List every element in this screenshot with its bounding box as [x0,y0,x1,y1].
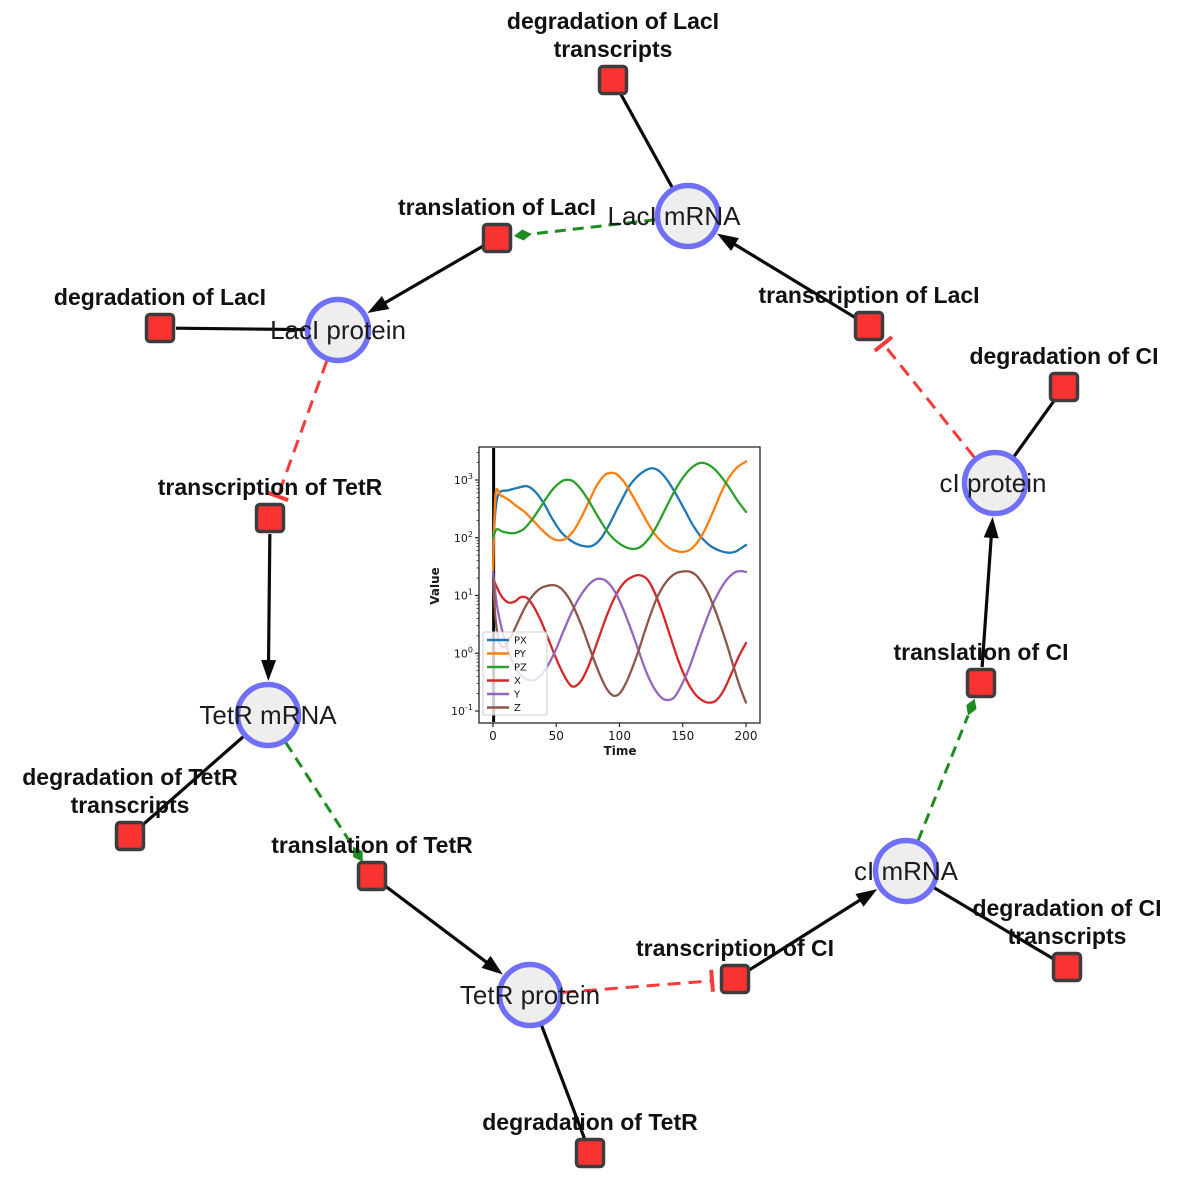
reaction-node-transl_tetr[interactable] [356,860,388,892]
species-label: TetR mRNA [199,700,337,730]
reaction-node-transl_ci[interactable] [965,667,997,699]
legend-label-Y: Y [513,690,521,701]
node-layer [114,64,1083,1169]
reaction-node-deg_tetr_tx[interactable] [114,820,146,852]
species-label: TetR protein [460,980,600,1010]
edge-laci_prot-deg_laci-consumption [175,326,306,332]
edge-ci_mrna-deg_ci_tx-consumption [933,886,1055,961]
edge-tetr_prot-txn_ci-inhibition [562,969,715,994]
reaction-label: degradation of TetR [22,764,238,790]
reaction-node-transl_laci[interactable] [481,222,513,254]
reaction-label: transcription of TetR [158,474,383,500]
species-node-ci_mrna[interactable] [872,837,940,905]
legend-label-PY: PY [514,649,527,660]
reaction-label: degradation of CI [972,895,1161,921]
reaction-label: transcription of LacI [758,282,979,308]
legend-label-X: X [514,676,521,687]
edge-transl_tetr-tetr_prot-production [383,884,503,975]
y-tick-label: 10-1 [451,703,473,718]
y-tick-label: 102 [454,530,473,545]
x-tick-label: 150 [671,729,694,743]
edge-tetr_prot-deg_tetr-consumption [540,1025,586,1139]
species-label: cI protein [940,468,1047,498]
reaction-node-deg_ci[interactable] [1048,371,1080,403]
y-tick-label: 100 [454,645,473,660]
species-label: LacI mRNA [608,201,742,231]
reaction-node-deg_laci[interactable] [144,312,176,344]
species-node-ci_prot[interactable] [961,449,1029,517]
y-tick-label: 103 [454,472,473,487]
reaction-label: translation of TetR [271,832,473,858]
y-tick-label: 101 [454,588,473,603]
reaction-node-deg_laci_tx[interactable] [597,64,629,96]
reaction-node-deg_ci_tx[interactable] [1051,951,1083,983]
chart-series-PY [491,460,748,574]
species-node-laci_mrna[interactable] [654,182,722,250]
reaction-node-txn_laci[interactable] [853,310,885,342]
x-tick-label: 100 [608,729,631,743]
edge-ci_prot-txn_laci-inhibition [873,335,976,459]
edge-txn_tetr-tetr_mrna-production [261,533,277,682]
species-label: cI mRNA [854,856,959,886]
reaction-label: translation of CI [893,639,1068,665]
edge-laci_prot-txn_tetr-inhibition [266,360,329,502]
label-layer: degradation of LacItranscriptstranslatio… [22,8,1161,1135]
x-axis-label: Time [604,744,637,758]
species-node-tetr_mrna[interactable] [234,681,302,749]
edge-tetr_mrna-transl_tetr-modifier [284,741,363,862]
reaction-node-txn_tetr[interactable] [254,502,286,534]
reaction-label: transcripts [71,792,190,818]
legend-label-PZ: PZ [514,663,527,674]
chart-legend: PX PY PZ XYZ [482,631,548,716]
reaction-label: translation of LacI [398,194,596,220]
x-tick-label: 50 [549,729,564,743]
reaction-label: degradation of TetR [482,1109,698,1135]
edge-ci_mrna-transl_ci-modifier [916,698,977,841]
legend-label-Z: Z [514,703,521,714]
edge-transl_laci-laci_prot-production [367,244,484,313]
edge-ci_prot-deg_ci-consumption [1012,399,1056,458]
reaction-label: transcripts [1008,923,1127,949]
edge-layer [140,93,1056,1139]
x-tick-label: 200 [735,729,758,743]
reaction-label: transcripts [554,36,673,62]
species-label: LacI protein [270,315,406,345]
chart-series-PZ [491,461,748,551]
species-node-tetr_prot[interactable] [496,961,564,1029]
chart-series-PX [491,467,748,554]
legend-label-PX: PX [514,636,527,647]
timeseries-chart-panel: 0 50 100 150 200 10-1 100 101 102 103 PX PY PZ X Y Z Ti… [428,438,780,773]
chart-series-Z [491,570,748,704]
edge-transl_ci-ci_prot-production [980,516,999,668]
reaction-label: degradation of LacI [507,8,719,34]
chart-series-X [491,573,748,704]
edge-laci_mrna-deg_laci_tx-consumption [619,93,674,188]
x-tick-label: 0 [489,729,497,743]
reaction-node-deg_tetr[interactable] [574,1137,606,1169]
reaction-label: degradation of LacI [54,284,266,310]
edge-txn_laci-laci_mrna-production [717,233,857,320]
species-node-laci_prot[interactable] [304,296,372,364]
reaction-label: degradation of CI [969,343,1158,369]
reaction-label: transcription of CI [636,935,834,961]
edge-laci_mrna-transl_laci-modifier [513,218,656,241]
reaction-node-txn_ci[interactable] [719,963,751,995]
edge-txn_ci-ci_mrna-production [747,889,878,972]
timeseries-plot: 0 50 100 150 200 10-1 100 101 102 103 PX PY PZ XYZ Ti… [428,446,761,758]
edge-tetr_mrna-deg_tetr_tx-consumption [140,735,245,827]
y-axis-label: Value [430,567,442,605]
